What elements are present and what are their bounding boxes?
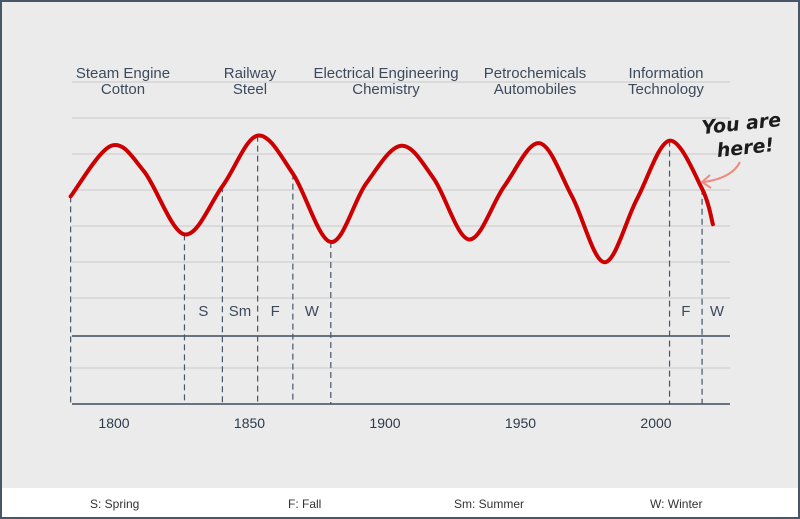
era-label-line1: Steam Engine xyxy=(76,65,170,82)
era-label-line2: Steel xyxy=(233,81,267,98)
legend-summer: Sm: Summer xyxy=(454,497,525,511)
era-label-line1: Electrical Engineering xyxy=(313,65,458,82)
x-tick-label: 1900 xyxy=(369,415,400,431)
legend-footer: S: Spring F: Fall Sm: Summer W: Winter xyxy=(2,488,798,517)
era-label-line1: Railway xyxy=(224,65,277,82)
annotation-line2: here! xyxy=(716,134,775,162)
season-labels: S Sm F W F W xyxy=(198,303,724,320)
annotation-arrowhead xyxy=(700,174,712,189)
era-label-line1: Information xyxy=(628,65,703,82)
wave-series xyxy=(68,133,715,265)
era-label-line2: Chemistry xyxy=(352,81,420,98)
season-label: F xyxy=(681,303,690,320)
season-label: F xyxy=(271,303,280,320)
era-label-line2: Technology xyxy=(628,81,704,98)
x-tick-label: 1800 xyxy=(98,415,129,431)
season-label: S xyxy=(198,303,208,320)
x-tick-label: 1850 xyxy=(234,415,265,431)
era-label-line2: Automobiles xyxy=(494,81,577,98)
wave-line xyxy=(68,133,715,265)
era-label-line1: Petrochemicals xyxy=(484,65,587,82)
season-label: W xyxy=(305,303,320,320)
gridlines xyxy=(72,81,730,369)
legend-spring: S: Spring xyxy=(90,497,140,511)
season-label: Sm xyxy=(229,303,252,320)
annotation-arrow xyxy=(703,161,741,183)
legend-fall: F: Fall xyxy=(288,497,322,511)
x-tick-label: 2000 xyxy=(640,415,671,431)
era-label-line2: Cotton xyxy=(101,81,145,98)
x-axis: 1800 1850 1900 1950 2000 xyxy=(72,403,730,431)
legend-winter: W: Winter xyxy=(650,497,703,511)
season-label: W xyxy=(710,303,725,320)
dashed-markers xyxy=(70,135,703,404)
x-tick-label: 1950 xyxy=(505,415,536,431)
